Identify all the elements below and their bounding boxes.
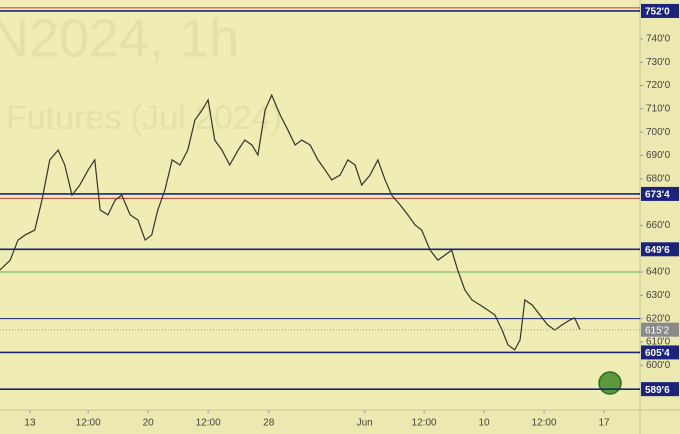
y-tick-label: 600'0 — [646, 360, 671, 371]
y-tick-label: 700'0 — [646, 127, 671, 138]
price-tag-label: 752'0 — [645, 7, 670, 18]
watermark: N2024, 1h — [0, 8, 239, 68]
y-tick-label: 630'0 — [646, 290, 671, 301]
x-tick-label: 20 — [143, 418, 155, 429]
x-tick-label: 17 — [598, 418, 610, 429]
y-axis-bg — [640, 0, 680, 434]
x-axis-bg — [0, 410, 640, 434]
x-tick-label: Jun — [357, 418, 373, 429]
y-tick-label: 690'0 — [646, 150, 671, 161]
x-tick-label: 13 — [24, 418, 36, 429]
x-tick-label: 12:00 — [532, 418, 557, 429]
y-tick-label: 660'0 — [646, 220, 671, 231]
y-tick-label: 610'0 — [646, 337, 671, 348]
y-tick-label: 710'0 — [646, 103, 671, 114]
y-tick-label: 680'0 — [646, 173, 671, 184]
last-price-tag — [641, 322, 679, 337]
plot-bg — [0, 0, 640, 410]
y-tick-label: 640'0 — [646, 267, 671, 278]
x-tick-label: 12:00 — [76, 418, 101, 429]
x-tick-label: 28 — [263, 418, 275, 429]
price-tag-label: 589'6 — [645, 385, 670, 396]
x-tick-label: 12:00 — [196, 418, 221, 429]
last-price-label: 615'2 — [645, 325, 670, 336]
price-tag — [641, 3, 679, 18]
price-tag — [641, 345, 679, 360]
y-tick-label: 730'0 — [646, 57, 671, 68]
x-tick-label: 10 — [478, 418, 490, 429]
price-tag-label: 605'4 — [645, 348, 670, 359]
price-tag-label: 673'4 — [645, 190, 670, 201]
y-tick-label: 620'0 — [646, 313, 671, 324]
x-tick-label: 12:00 — [412, 418, 437, 429]
y-tick-label: 720'0 — [646, 80, 671, 91]
watermark: Futures (Jul 2024) — [6, 99, 282, 137]
price-tag-label: 649'6 — [645, 245, 670, 256]
price-tag — [641, 186, 679, 201]
alert-icon[interactable] — [598, 371, 622, 395]
price-line — [0, 93, 581, 351]
price-tag — [641, 242, 679, 257]
y-tick-label: 740'0 — [646, 34, 671, 45]
price-tag — [641, 382, 679, 397]
